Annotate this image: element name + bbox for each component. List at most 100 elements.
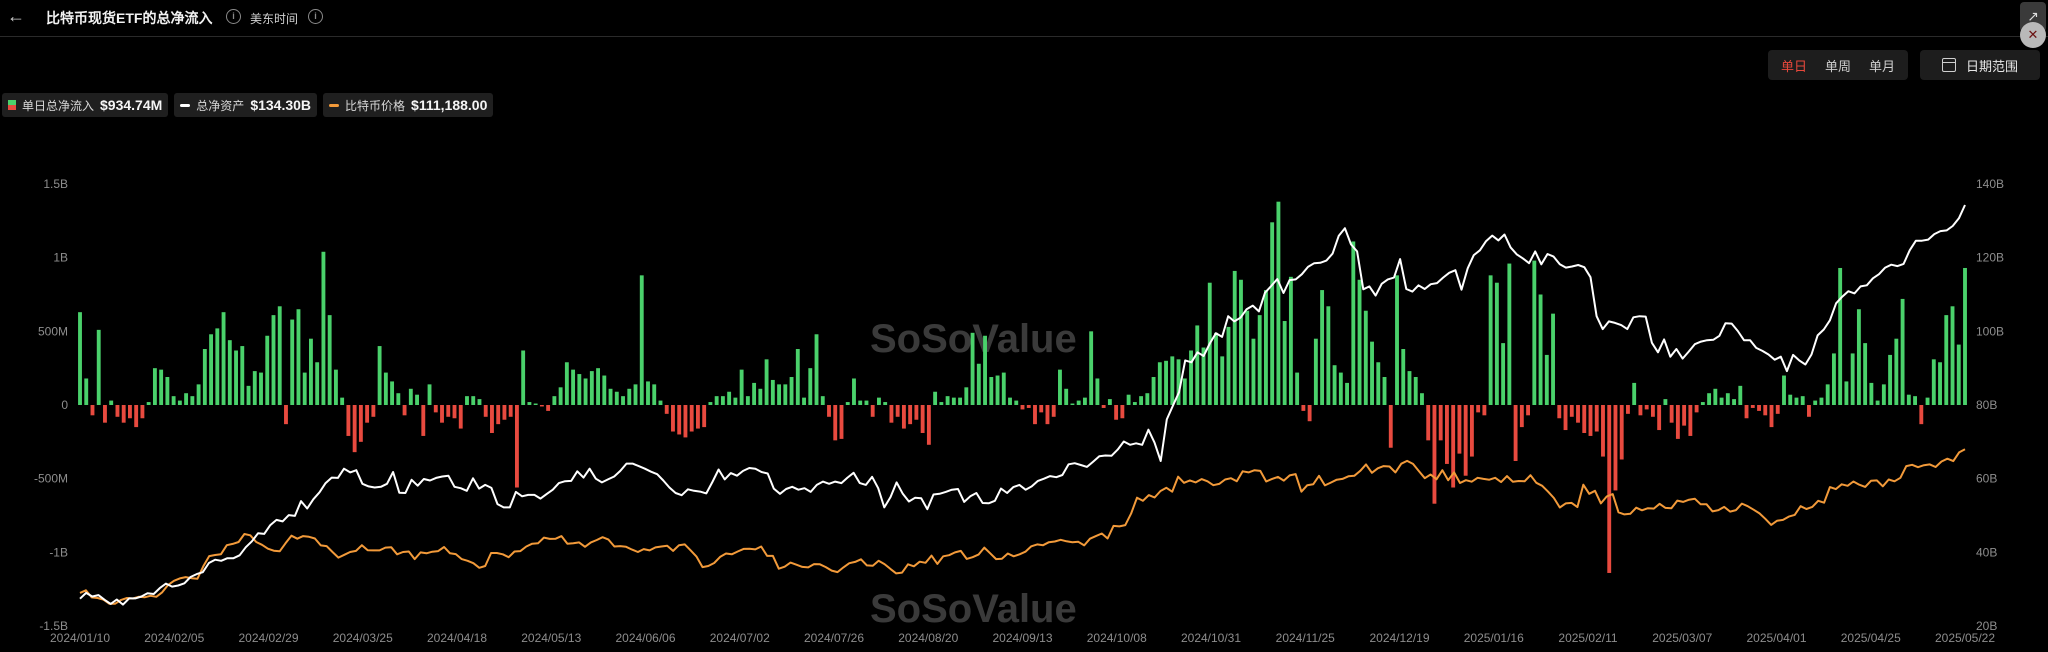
outflow-bar <box>696 405 700 429</box>
inflow-bar <box>1288 276 1293 405</box>
inflow-bar <box>215 328 220 405</box>
outflow-bar <box>1657 405 1662 431</box>
inflow-bar <box>714 396 719 405</box>
inflow-bar <box>1700 402 1705 405</box>
inflow-bar <box>1139 396 1144 405</box>
period-daily-button[interactable]: 单日 <box>1781 58 1808 74</box>
outflow-bar <box>433 405 438 413</box>
outflow-bar <box>1619 405 1624 460</box>
inflow-bar <box>427 384 432 405</box>
outflow-bar <box>1650 405 1655 417</box>
inflow-bar <box>1220 356 1225 405</box>
info-icon[interactable]: i <box>226 9 241 24</box>
legend-net-assets[interactable]: 总净资产 $134.30B <box>174 93 318 117</box>
inflow-bar <box>808 368 813 405</box>
right-axis-tick-label: 20B <box>1976 619 1997 633</box>
left-axis-tick-label: 1B <box>53 251 68 265</box>
inflow-bar <box>608 388 613 405</box>
inflow-bar <box>1707 393 1712 405</box>
bar-swatch-icon <box>8 100 16 110</box>
inflow-bar <box>1782 375 1786 405</box>
outflow-bar <box>365 405 370 423</box>
inflow-bar <box>1413 377 1418 405</box>
inflow-bar <box>1856 309 1861 405</box>
inflow-bar <box>227 340 232 405</box>
inflow-bar <box>1844 381 1849 405</box>
inflow-bar <box>177 400 182 405</box>
outflow-bar <box>908 405 913 425</box>
period-weekly-button[interactable]: 单周 <box>1825 58 1852 74</box>
inflow-bar <box>989 377 994 405</box>
inflow-bar <box>1338 372 1343 405</box>
outflow-bar <box>1638 405 1643 416</box>
inflow-bar <box>1913 396 1917 405</box>
inflow-bar <box>658 400 663 405</box>
outflow-bar <box>371 405 376 417</box>
outflow-bar <box>1033 405 1037 425</box>
inflow-bar <box>845 402 850 405</box>
inflow-bar <box>265 335 270 405</box>
inflow-bar <box>858 400 863 405</box>
period-monthly-button[interactable]: 单月 <box>1869 58 1896 74</box>
legend-daily-inflow[interactable]: 单日总净流入 $934.74M <box>2 93 169 117</box>
inflow-bar <box>571 369 576 405</box>
inflow-bar <box>1420 393 1424 405</box>
inflow-bar <box>558 387 563 405</box>
legend-value: $934.74M <box>100 97 163 113</box>
left-axis-tick-label: 0 <box>61 398 68 412</box>
inflow-bar <box>1725 393 1730 405</box>
inflow-bar <box>1831 353 1836 405</box>
inflow-bar <box>190 396 195 405</box>
right-axis-tick-label: 120B <box>1976 251 2004 265</box>
right-axis-tick-label: 60B <box>1976 472 1997 486</box>
inflow-bar <box>533 403 538 405</box>
legend-value: $134.30B <box>250 97 312 113</box>
close-icon[interactable]: ✕ <box>2020 22 2046 48</box>
legend-btc-price[interactable]: 比特币价格 $111,188.00 <box>323 93 494 117</box>
outflow-bar <box>671 405 675 432</box>
outflow-bar <box>1601 405 1605 457</box>
inflow-bar <box>1663 399 1668 405</box>
inflow-bar <box>159 369 164 405</box>
outflow-bar <box>1519 405 1524 428</box>
inflow-bar <box>1126 394 1131 405</box>
outflow-bar <box>1626 405 1630 414</box>
inflow-bar <box>1900 298 1905 405</box>
inflow-bar <box>1738 385 1743 405</box>
inflow-bar <box>1145 393 1150 405</box>
inflow-bar <box>196 384 201 405</box>
inflow-bar <box>1869 382 1874 405</box>
period-toggle: 单日 单周 单月 <box>1768 50 1909 80</box>
inflow-bar <box>939 402 944 405</box>
left-axis-tick-label: -500M <box>34 472 68 486</box>
outflow-bar <box>1301 405 1306 411</box>
inflow-bar <box>184 393 189 405</box>
date-range-button[interactable]: 日期范围 <box>1920 50 2040 80</box>
calendar-icon <box>1941 58 1956 72</box>
outflow-bar <box>1432 405 1437 504</box>
watermark: SoSoValue <box>870 587 1077 631</box>
outflow-bar <box>677 405 682 435</box>
outflow-bar <box>1763 405 1768 416</box>
back-arrow-icon[interactable]: ← <box>7 6 25 26</box>
inflow-bar <box>1888 354 1893 405</box>
inflow-bar <box>1064 388 1069 405</box>
inflow-bar <box>1838 267 1843 405</box>
outflow-bar <box>115 405 120 417</box>
inflow-bar <box>1089 331 1094 405</box>
outflow-bar <box>458 405 463 429</box>
outflow-bar <box>689 405 694 432</box>
inflow-bar <box>202 349 207 405</box>
inflow-bar <box>1551 313 1555 405</box>
inflow-bar <box>477 399 482 405</box>
outflow-bar <box>1757 405 1761 411</box>
outflow-bar <box>446 405 451 417</box>
outflow-bar <box>483 405 488 417</box>
inflow-bar <box>1370 341 1374 405</box>
inflow-bar <box>1488 275 1493 405</box>
timezone-info-icon[interactable]: i <box>308 9 323 24</box>
outflow-bar <box>1557 405 1562 419</box>
outflow-bar <box>702 405 707 428</box>
outflow-bar <box>1644 405 1649 410</box>
inflow-bar <box>1201 347 1206 405</box>
